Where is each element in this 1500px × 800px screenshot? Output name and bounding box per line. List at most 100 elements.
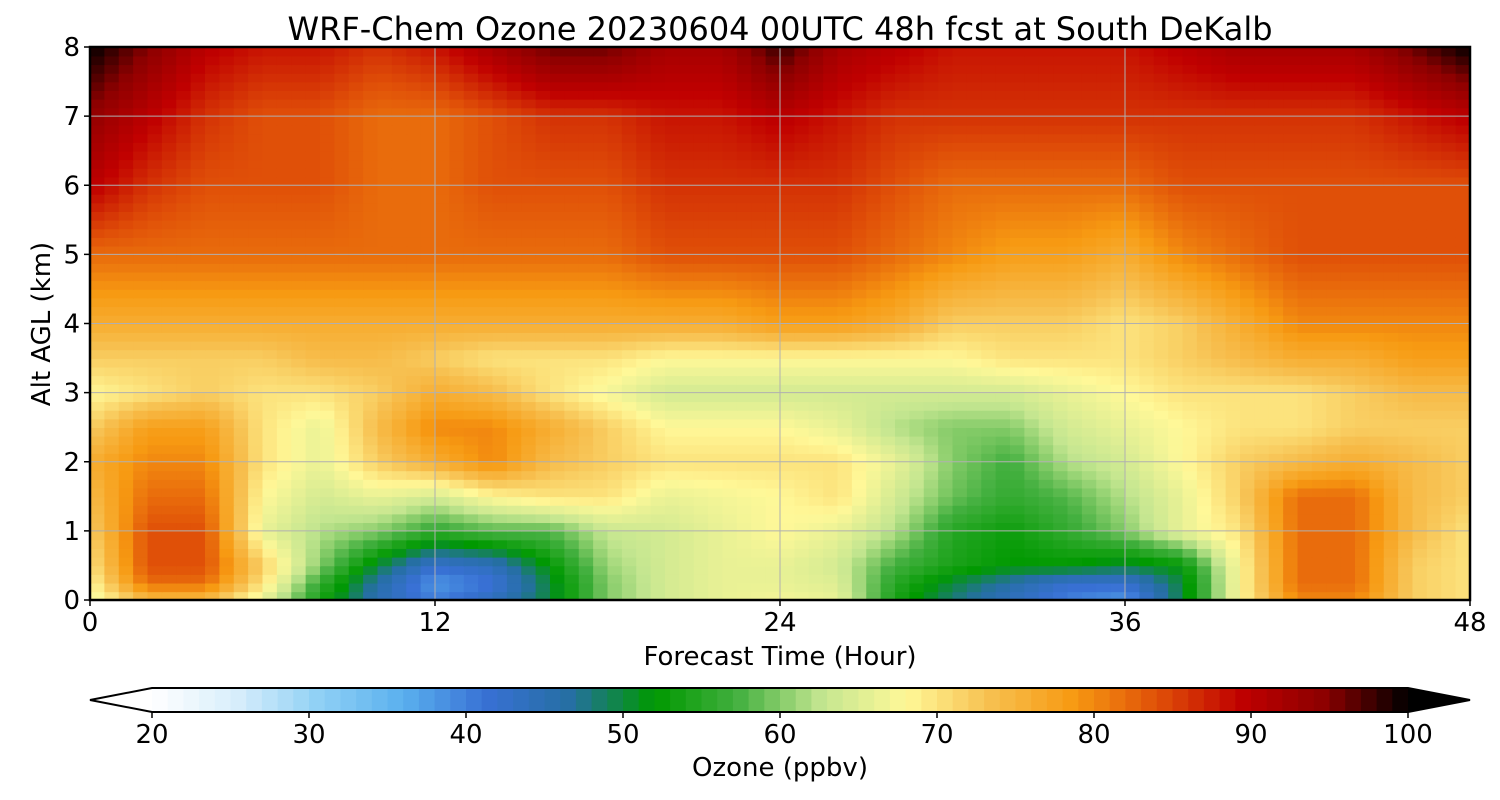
heatmap-cell xyxy=(1125,306,1141,316)
heatmap-cell xyxy=(219,556,235,567)
heatmap-cell xyxy=(521,565,537,575)
heatmap-cell xyxy=(506,435,523,446)
heatmap-cell xyxy=(1441,349,1457,359)
heatmap-cell xyxy=(1168,193,1184,204)
heatmap-cell xyxy=(679,150,695,161)
heatmap-cell xyxy=(320,263,336,273)
heatmap-cell xyxy=(1168,280,1184,290)
heatmap-cell xyxy=(607,401,623,411)
heatmap-cell xyxy=(995,539,1011,549)
heatmap-cell xyxy=(420,366,436,377)
heatmap-cell xyxy=(909,340,925,351)
heatmap-cell xyxy=(492,323,508,333)
heatmap-cell xyxy=(478,522,494,532)
heatmap-cell xyxy=(478,254,494,264)
heatmap-cell xyxy=(593,574,609,584)
heatmap-cell xyxy=(1369,383,1385,394)
heatmap-cell xyxy=(1412,418,1428,428)
heatmap-cell xyxy=(521,375,537,385)
heatmap-cell xyxy=(1225,556,1241,567)
heatmap-cell xyxy=(1196,444,1213,454)
heatmap-cell xyxy=(219,461,235,472)
heatmap-cell xyxy=(1182,375,1198,385)
heatmap-cell xyxy=(1225,314,1241,325)
heatmap-cell xyxy=(693,150,709,161)
heatmap-cell xyxy=(1110,582,1126,593)
heatmap-cell xyxy=(1038,245,1054,256)
heatmap-cell xyxy=(305,401,321,411)
heatmap-cell xyxy=(794,297,810,308)
heatmap-cell xyxy=(981,461,997,472)
heatmap-cell xyxy=(535,228,551,238)
heatmap-cell xyxy=(463,314,479,325)
heatmap-cell xyxy=(1398,409,1414,420)
heatmap-cell xyxy=(578,245,594,256)
heatmap-cell xyxy=(1412,591,1428,600)
heatmap-cell xyxy=(262,461,278,472)
heatmap-cell xyxy=(1038,314,1054,325)
heatmap-cell xyxy=(248,461,264,472)
heatmap-cell xyxy=(550,297,566,308)
heatmap-cell xyxy=(176,539,192,549)
heatmap-cell xyxy=(118,401,134,411)
heatmap-cell xyxy=(1398,159,1414,169)
heatmap-cell xyxy=(1067,444,1083,454)
heatmap-cell xyxy=(895,150,911,161)
heatmap-cell xyxy=(693,435,709,446)
heatmap-cell xyxy=(593,228,609,238)
heatmap-cell xyxy=(1283,435,1299,446)
heatmap-cell xyxy=(837,219,853,230)
heatmap-cell xyxy=(621,496,638,506)
heatmap-cell xyxy=(1225,297,1241,308)
heatmap-cell xyxy=(1297,323,1313,333)
heatmap-cell xyxy=(1196,591,1213,600)
heatmap-cell xyxy=(320,358,336,368)
heatmap-cell xyxy=(722,496,738,506)
heatmap-cell xyxy=(794,453,810,463)
heatmap-cell xyxy=(751,263,767,273)
heatmap-cell xyxy=(449,150,465,161)
heatmap-cell xyxy=(420,358,436,368)
heatmap-cell xyxy=(1268,306,1284,316)
heatmap-cell xyxy=(248,237,264,247)
heatmap-cell xyxy=(1326,383,1342,394)
heatmap-cell xyxy=(348,427,364,437)
heatmap-cell xyxy=(1038,461,1054,472)
heatmap-cell xyxy=(320,245,336,256)
heatmap-cell xyxy=(1053,435,1069,446)
heatmap-cell xyxy=(1268,245,1284,256)
heatmap-cell xyxy=(1268,288,1284,299)
heatmap-cell xyxy=(909,582,925,593)
heatmap-cell xyxy=(981,202,997,212)
heatmap-cell xyxy=(1326,280,1342,290)
heatmap-cell xyxy=(147,228,163,238)
heatmap-cell xyxy=(363,409,379,420)
heatmap-cell xyxy=(348,539,364,549)
heatmap-cell xyxy=(593,219,609,230)
heatmap-cell xyxy=(607,176,623,187)
heatmap-cell xyxy=(693,496,709,506)
heatmap-cell xyxy=(334,548,350,558)
heatmap-cell xyxy=(1355,556,1371,567)
heatmap-cell xyxy=(1441,263,1457,273)
heatmap-cell xyxy=(1268,219,1284,230)
heatmap-cell xyxy=(981,530,997,541)
heatmap-cell xyxy=(1110,288,1126,299)
heatmap-cell xyxy=(895,167,911,178)
heatmap-cell xyxy=(219,211,235,221)
heatmap-cell xyxy=(693,366,709,377)
heatmap-cell xyxy=(1139,435,1155,446)
heatmap-cell xyxy=(521,556,537,567)
heatmap-cell xyxy=(823,193,839,204)
heatmap-cell xyxy=(248,530,264,541)
heatmap-cell xyxy=(463,306,479,316)
heatmap-cell xyxy=(1168,401,1184,411)
heatmap-cell xyxy=(909,461,925,472)
heatmap-cell xyxy=(205,453,221,463)
heatmap-cell xyxy=(1383,401,1399,411)
heatmap-cell xyxy=(1038,574,1054,584)
heatmap-cell xyxy=(305,582,321,593)
heatmap-cell xyxy=(406,548,422,558)
heatmap-cell xyxy=(176,427,192,437)
heatmap-cell xyxy=(1283,504,1299,515)
